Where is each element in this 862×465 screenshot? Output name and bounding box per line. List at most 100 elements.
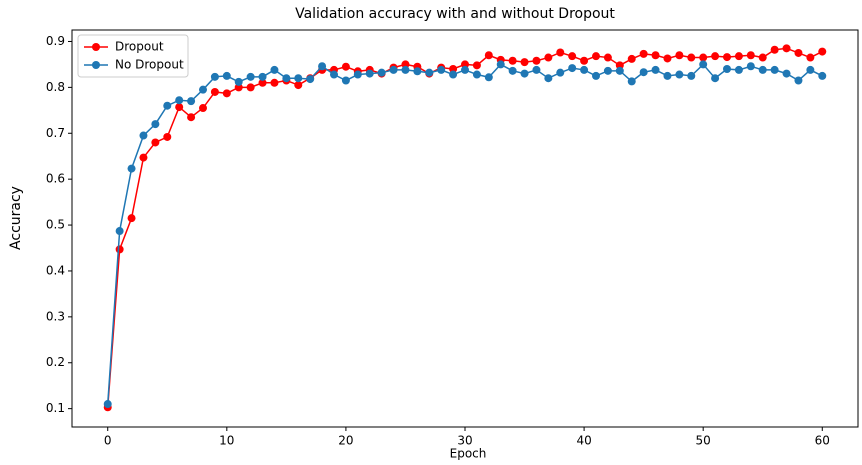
data-point — [449, 70, 458, 79]
data-point — [234, 77, 243, 86]
x-tick-label: 10 — [219, 434, 234, 448]
data-point — [270, 78, 279, 87]
data-point — [401, 60, 410, 69]
data-point — [508, 56, 517, 65]
x-tick-label: 50 — [696, 434, 711, 448]
data-point — [222, 89, 231, 98]
series — [103, 44, 827, 412]
data-point — [770, 65, 779, 74]
data-point — [794, 48, 803, 57]
data-point — [532, 65, 541, 74]
data-point — [175, 96, 184, 105]
data-point — [341, 76, 350, 85]
data-point — [603, 53, 612, 62]
data-point — [401, 65, 410, 74]
data-point — [675, 70, 684, 79]
data-point — [556, 68, 565, 77]
y-tick-label: 0.1 — [46, 401, 65, 415]
chart-title: Validation accuracy with and without Dro… — [295, 6, 615, 22]
data-point — [532, 56, 541, 65]
data-point — [318, 62, 327, 71]
data-point — [770, 45, 779, 54]
data-point — [246, 83, 255, 92]
y-axis-label: Accuracy — [8, 186, 24, 250]
data-point — [484, 51, 493, 60]
data-point — [163, 132, 172, 141]
x-tick-label: 30 — [457, 434, 472, 448]
data-point — [699, 53, 708, 62]
legend-label: No Dropout — [115, 58, 184, 72]
x-tick-label: 40 — [576, 434, 591, 448]
data-point — [580, 56, 589, 65]
data-point — [544, 74, 553, 83]
data-point — [163, 101, 172, 110]
data-point — [437, 65, 446, 74]
series-line — [106, 63, 823, 405]
plot-frame — [71, 29, 859, 428]
data-point — [484, 73, 493, 82]
y-tick-label: 0.8 — [46, 80, 65, 94]
data-point — [794, 76, 803, 85]
data-point — [687, 53, 696, 62]
data-point — [330, 70, 338, 79]
data-point — [377, 68, 386, 77]
data-point — [282, 74, 291, 83]
legend-marker — [92, 43, 100, 51]
data-point — [258, 72, 267, 81]
data-point — [199, 104, 207, 113]
data-point — [508, 66, 517, 75]
data-point — [151, 138, 160, 147]
data-point — [210, 87, 219, 96]
data-point — [734, 52, 743, 61]
data-point — [520, 58, 529, 67]
data-point — [818, 71, 827, 80]
data-point — [806, 65, 815, 74]
y-tick-label: 0.2 — [46, 355, 65, 369]
data-point — [461, 60, 469, 69]
data-point — [544, 53, 553, 62]
data-point — [353, 70, 362, 79]
series-line — [106, 47, 823, 408]
data-point — [818, 47, 827, 56]
data-point — [222, 71, 231, 80]
y-tick-label: 0.9 — [46, 34, 65, 48]
data-point — [615, 61, 624, 70]
data-point — [592, 52, 600, 61]
data-point — [651, 51, 660, 60]
data-point — [758, 65, 767, 74]
data-point — [568, 52, 577, 61]
data-point — [711, 74, 720, 83]
data-point — [746, 62, 755, 71]
x-tick-label: 0 — [104, 434, 112, 448]
y-tick-label: 0.6 — [46, 172, 65, 186]
data-point — [413, 67, 422, 76]
data-point — [449, 65, 458, 74]
data-point — [496, 60, 505, 69]
data-point — [210, 72, 219, 81]
data-point — [687, 71, 696, 80]
data-point — [699, 60, 708, 69]
data-point — [782, 44, 791, 53]
data-point — [365, 69, 374, 78]
data-point — [472, 61, 481, 70]
data-point — [663, 54, 672, 63]
data-point — [270, 65, 279, 74]
data-point — [187, 113, 196, 122]
data-point — [806, 53, 815, 62]
series — [103, 60, 827, 409]
data-point — [568, 64, 577, 73]
data-point — [615, 66, 624, 75]
data-point — [627, 77, 636, 86]
data-point — [115, 227, 124, 236]
legend-marker — [92, 61, 100, 69]
data-point — [639, 68, 648, 77]
data-point — [556, 48, 565, 57]
data-point — [723, 65, 731, 74]
data-point — [246, 72, 255, 81]
data-point — [103, 400, 112, 409]
data-point — [663, 71, 672, 80]
data-point — [127, 164, 136, 173]
x-axis-label: Epoch — [450, 447, 487, 461]
data-point — [389, 65, 398, 74]
data-point — [758, 53, 767, 62]
